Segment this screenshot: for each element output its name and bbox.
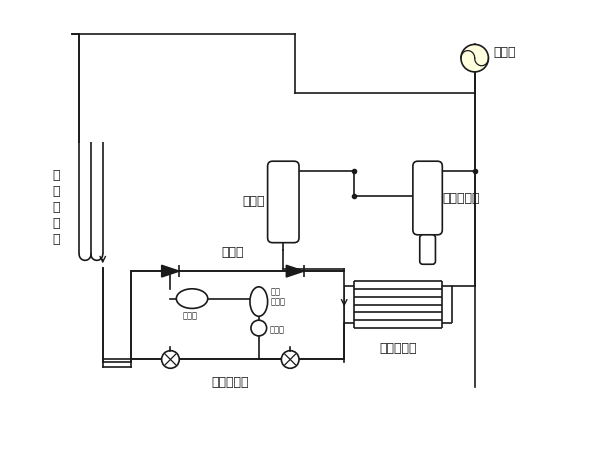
Circle shape xyxy=(251,320,266,336)
Circle shape xyxy=(281,351,299,368)
FancyBboxPatch shape xyxy=(413,161,442,235)
Polygon shape xyxy=(161,265,179,277)
Ellipse shape xyxy=(176,289,208,308)
Text: 储液罐: 储液罐 xyxy=(182,311,197,320)
Bar xyxy=(131,271,344,360)
Text: 水
侧
换
热
器: 水 侧 换 热 器 xyxy=(53,169,61,246)
Text: 热力膨胀阀: 热力膨胀阀 xyxy=(212,376,249,389)
Text: 压缩机: 压缩机 xyxy=(242,195,265,208)
Text: 气液分离器: 气液分离器 xyxy=(442,192,480,204)
FancyBboxPatch shape xyxy=(420,235,436,264)
Polygon shape xyxy=(286,265,304,277)
Ellipse shape xyxy=(250,287,268,316)
FancyBboxPatch shape xyxy=(268,161,299,243)
Text: 四通阀: 四通阀 xyxy=(493,46,516,59)
Text: 单向阀: 单向阀 xyxy=(221,246,244,259)
Circle shape xyxy=(161,351,179,368)
Text: 干燥
过滤器: 干燥 过滤器 xyxy=(271,287,286,306)
Text: 风侧换热器: 风侧换热器 xyxy=(379,342,417,355)
Circle shape xyxy=(461,45,488,72)
Text: 视液镜: 视液镜 xyxy=(269,325,284,334)
